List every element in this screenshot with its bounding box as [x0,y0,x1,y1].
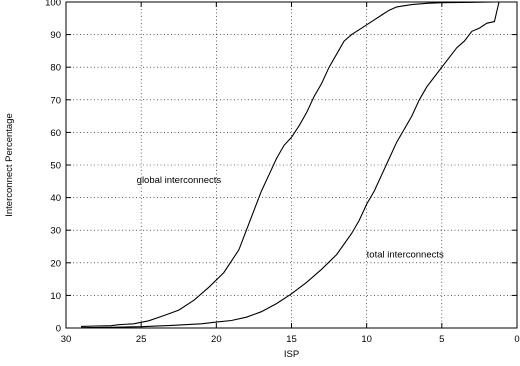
y-axis-label: Interconnect Percentage [4,113,15,217]
y-tick-label: 20 [50,258,61,269]
annotations: global interconnects total interconnects [137,175,444,260]
grid [66,2,517,328]
y-tick-label: 80 [50,63,61,74]
x-tick-label: 10 [361,334,372,345]
y-tick-label: 30 [50,226,61,237]
x-tick-label: 0 [514,334,519,345]
y-tick-label: 50 [50,161,61,172]
series-annotation: global interconnects [137,175,222,186]
x-tick-label: 30 [61,334,72,345]
y-tick-label: 0 [56,324,61,335]
y-tick-label: 10 [50,291,61,302]
x-tick-label: 20 [211,334,222,345]
series-lines [80,1,510,329]
y-tick-label: 70 [50,95,61,106]
series-line-2 [80,1,505,329]
x-tick-label: 15 [286,334,297,345]
series-annotation: total interconnects [367,249,444,260]
y-tick-label: 100 [45,0,61,9]
series-line-1 [80,1,510,327]
y-tick-label: 40 [50,193,61,204]
y-tick-label: 90 [50,30,61,41]
x-tick-label: 5 [439,334,444,345]
x-tick-label: 25 [136,334,147,345]
y-tick-label: 60 [50,128,61,139]
x-axis-label: ISP [284,349,299,360]
